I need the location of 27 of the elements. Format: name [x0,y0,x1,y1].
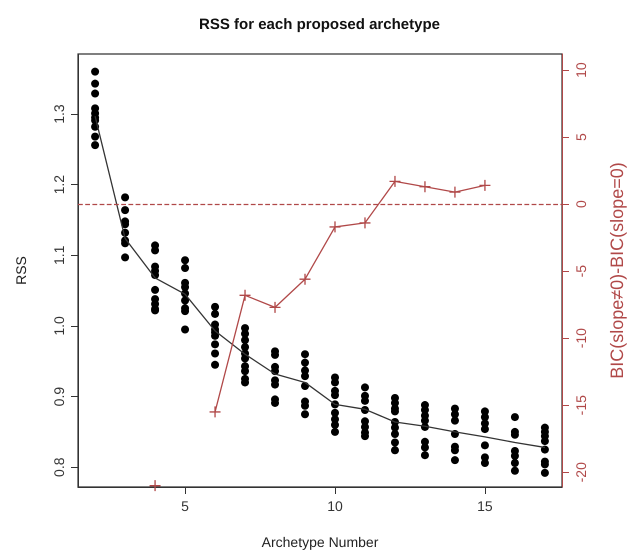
x-axis-title: Archetype Number [262,534,379,550]
point [150,480,161,492]
chart-title: RSS for each proposed archetype [199,16,440,33]
point [419,181,430,192]
y2-tick-label: 5 [573,133,589,142]
y-tick-label: 1.3 [51,104,67,124]
y-axis-title: RSS [13,256,29,285]
point [479,180,490,191]
y2-tick-label: 0 [573,200,589,208]
y-tick-label: 0.9 [51,386,67,406]
x-tick-label: 15 [477,498,493,514]
y-tick-label: 1.0 [51,316,67,336]
y2-tick-label: -10 [573,328,589,348]
point [270,302,281,313]
x-tick-label: 5 [181,498,190,514]
y2-tick-label: -15 [573,394,589,416]
point [300,274,311,285]
x-tick-label: 10 [327,498,343,514]
y-tick-label: 1.1 [51,245,67,266]
y-tick-label: 0.8 [51,457,67,477]
point [389,176,400,187]
y2-tick-label: 10 [573,62,589,78]
y2-axis-title: BIC(slope≠0)-BIC(slope=0) [607,162,627,379]
y-tick-label: 1.2 [51,174,67,194]
y2-tick-label: -5 [573,264,589,278]
y2-tick-label: -20 [573,462,589,482]
point [240,290,251,301]
